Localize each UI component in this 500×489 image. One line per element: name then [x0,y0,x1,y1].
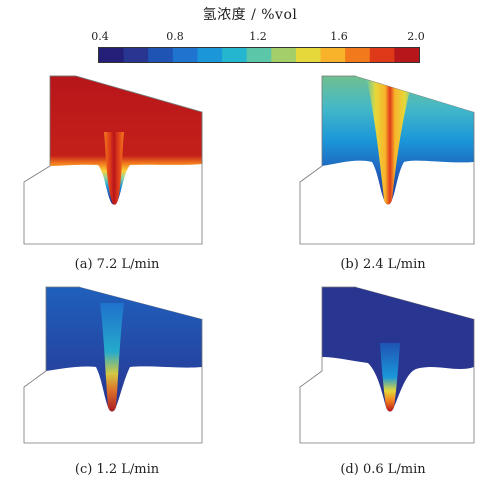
panel-d [296,283,486,448]
colorbar-segment [148,48,162,62]
colorbar-segment [123,48,137,62]
colorbar-ticks: 0.4 0.8 1.2 1.6 2.0 [0,30,500,44]
colorbar [98,47,420,63]
colorbar-segment [308,48,322,62]
colorbar-segment [99,48,112,62]
contour-plot-a [23,72,203,245]
colorbar-segment [382,48,395,62]
caption-b: (b) 2.4 L/min [340,257,426,272]
contour-plot-b [299,72,475,245]
colorbar-segment [222,48,235,62]
contour-plot-d [299,283,475,444]
contour-plot-c [23,283,203,444]
colorbar-segment [332,48,346,62]
colorbar-segment [345,48,358,62]
colorbar-segment [394,48,408,62]
colorbar-segment [357,48,371,62]
caption-a: (a) 7.2 L/min [74,257,160,272]
colorbar-segment [369,48,383,62]
colorbar-segment [135,48,149,62]
colorbar-tick: 1.2 [249,30,267,43]
colorbar-segment [246,48,260,62]
colorbar-segment [283,48,297,62]
colorbar-segment [111,48,125,62]
colorbar-segment [172,48,186,62]
colorbar-segment [160,48,174,62]
colorbar-tick: 0.4 [91,30,109,43]
colorbar-tick: 2.0 [407,30,425,43]
caption-c: (c) 1.2 L/min [74,462,160,477]
panel-b [296,72,486,250]
colorbar-segment [259,48,272,62]
colorbar-title: 氢浓度 / %vol [202,7,298,23]
colorbar-segment [209,48,223,62]
colorbar-segment [320,48,334,62]
panel-a [20,72,210,250]
colorbar-segment [295,48,309,62]
colorbar-segment [234,48,248,62]
panel-c [20,283,210,448]
colorbar-gradient [99,48,419,62]
caption-d: (d) 0.6 L/min [340,462,426,477]
colorbar-tick: 1.6 [330,30,348,43]
colorbar-segment [185,48,198,62]
colorbar-tick: 0.8 [166,30,184,43]
colorbar-segment [197,48,211,62]
colorbar-segment [406,48,419,62]
colorbar-segment [271,48,285,62]
